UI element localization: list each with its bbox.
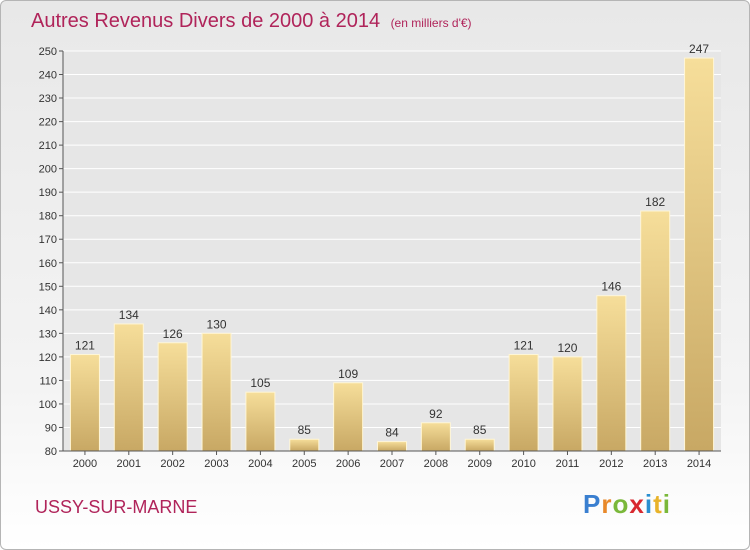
x-tick-label: 2000 bbox=[73, 458, 97, 470]
bars-layer: 121 134 126 130 105 85 109 84 92 85 121 120 146 182 24… bbox=[69, 42, 715, 452]
x-tick-label: 2011 bbox=[556, 458, 580, 470]
value-label: 85 bbox=[473, 423, 487, 437]
y-tick-label: 250 bbox=[39, 46, 57, 58]
bar-2011 bbox=[552, 356, 583, 452]
y-tick-label: 180 bbox=[39, 211, 57, 223]
y-tick-label: 90 bbox=[45, 422, 57, 434]
y-tick-label: 240 bbox=[39, 70, 57, 82]
y-tick-label: 160 bbox=[39, 258, 57, 270]
y-tick-label: 210 bbox=[39, 140, 57, 152]
value-label: 146 bbox=[601, 280, 621, 294]
value-label: 130 bbox=[207, 317, 227, 331]
axis-layer: 8090100110120130140150160170180190200210… bbox=[39, 46, 721, 470]
value-label: 120 bbox=[557, 341, 577, 355]
x-tick-label: 2014 bbox=[687, 458, 711, 470]
bar-2004 bbox=[245, 391, 276, 452]
value-label: 121 bbox=[514, 339, 534, 353]
title-main: Autres Revenus Divers de 2000 à 2014 bbox=[31, 10, 381, 32]
value-label: 121 bbox=[75, 339, 95, 353]
y-tick-label: 200 bbox=[39, 164, 57, 176]
bar-2009 bbox=[464, 438, 495, 452]
y-tick-label: 230 bbox=[39, 93, 57, 105]
value-label: 85 bbox=[298, 423, 312, 437]
value-label: 84 bbox=[385, 426, 399, 440]
y-tick-label: 110 bbox=[39, 375, 57, 387]
x-tick-label: 2010 bbox=[511, 458, 535, 470]
bar-2005 bbox=[289, 438, 320, 452]
y-tick-label: 140 bbox=[39, 305, 57, 317]
bar-2010 bbox=[508, 354, 539, 452]
value-label: 126 bbox=[163, 327, 183, 341]
value-label: 247 bbox=[689, 42, 709, 56]
place-name: USSY-SUR-MARNE bbox=[35, 497, 198, 517]
bar-2012 bbox=[596, 295, 627, 452]
bar-2008 bbox=[420, 422, 451, 452]
bar-2014 bbox=[684, 57, 715, 452]
x-tick-label: 2003 bbox=[204, 458, 228, 470]
x-tick-label: 2002 bbox=[160, 458, 184, 470]
bar-2003 bbox=[201, 332, 232, 452]
x-tick-label: 2013 bbox=[643, 458, 667, 470]
y-tick-label: 130 bbox=[39, 328, 57, 340]
x-tick-label: 2001 bbox=[117, 458, 141, 470]
bar-2013 bbox=[640, 210, 671, 452]
x-tick-label: 2007 bbox=[380, 458, 404, 470]
y-tick-label: 190 bbox=[39, 187, 57, 199]
chart-title: Autres Revenus Divers de 2000 à 2014 (en… bbox=[31, 10, 472, 33]
x-tick-label: 2008 bbox=[424, 458, 448, 470]
bar-2006 bbox=[333, 382, 364, 452]
x-tick-label: 2009 bbox=[467, 458, 491, 470]
value-label: 92 bbox=[429, 407, 443, 421]
bar-2007 bbox=[377, 441, 407, 452]
y-tick-label: 120 bbox=[39, 352, 57, 364]
y-tick-label: 80 bbox=[45, 446, 57, 458]
y-tick-label: 100 bbox=[39, 399, 57, 411]
value-label: 105 bbox=[250, 376, 270, 390]
value-label: 182 bbox=[645, 195, 665, 209]
y-tick-label: 150 bbox=[39, 281, 57, 293]
bar-2001 bbox=[113, 323, 144, 452]
x-tick-label: 2004 bbox=[248, 458, 272, 470]
y-tick-label: 170 bbox=[39, 234, 57, 246]
x-tick-label: 2012 bbox=[599, 458, 623, 470]
y-tick-label: 220 bbox=[39, 117, 57, 129]
x-tick-label: 2005 bbox=[292, 458, 316, 470]
value-label: 109 bbox=[338, 367, 358, 381]
value-label: 134 bbox=[119, 308, 139, 322]
bar-2002 bbox=[157, 342, 188, 452]
proxiti-logo: Proxiti bbox=[583, 489, 671, 519]
title-unit: (en milliers d'€) bbox=[390, 16, 472, 30]
x-tick-label: 2006 bbox=[336, 458, 360, 470]
bar-2000 bbox=[69, 354, 100, 452]
